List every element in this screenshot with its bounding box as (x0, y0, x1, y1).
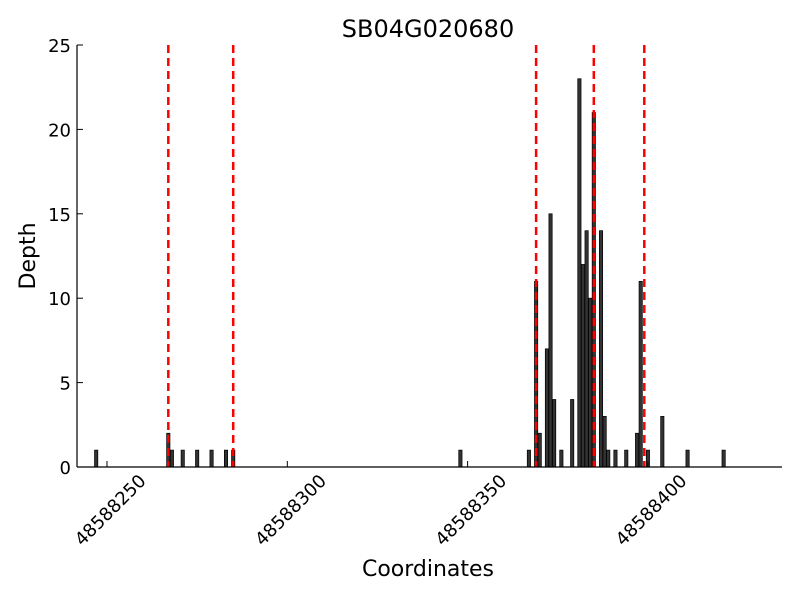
bar-6 (224, 449, 229, 468)
bar-22 (599, 230, 604, 468)
bar-24 (606, 449, 611, 468)
bar-4 (195, 449, 200, 468)
x-tick-label-1: 48588300 (251, 471, 331, 551)
bar-9 (526, 449, 531, 468)
axes: 0 5 10 15 20 25 48588250 48588300 48588350 485884… (48, 36, 782, 550)
bar-11 (537, 432, 542, 468)
bar-13 (548, 213, 553, 468)
marker-group (167, 45, 646, 467)
bar-32 (721, 449, 726, 468)
y-tick-label-0: 0 (60, 458, 71, 479)
bar-23 (602, 416, 607, 468)
y-tick-label-1: 5 (60, 374, 71, 395)
chart-title: SB04G020680 (342, 15, 514, 43)
bar-31 (685, 449, 690, 468)
y-tick-label-3: 15 (48, 205, 71, 226)
y-tick-label-4: 20 (48, 120, 71, 141)
y-tick-label-2: 10 (48, 289, 71, 310)
bar-12 (544, 348, 549, 468)
bar-16 (570, 399, 575, 468)
bar-26 (624, 449, 629, 468)
x-axis-label: Coordinates (362, 557, 494, 582)
bar-14 (552, 399, 557, 468)
bar-19 (584, 230, 589, 468)
bar-3 (180, 449, 185, 468)
y-tick-label-5: 25 (48, 36, 71, 57)
x-tick-label-3: 48588400 (612, 471, 692, 551)
bar-15 (559, 449, 564, 468)
bar-group (94, 78, 726, 468)
bar-20 (588, 297, 593, 468)
bar-30 (660, 416, 665, 468)
y-axis-label: Depth (16, 222, 41, 289)
bar-27 (635, 432, 640, 468)
bar-5 (209, 449, 214, 468)
bar-8 (458, 449, 463, 468)
bar-0 (94, 449, 99, 468)
bar-18 (580, 264, 585, 468)
bar-2 (169, 449, 174, 468)
bar-17 (577, 78, 582, 468)
x-tick-label-0: 48588250 (71, 471, 151, 551)
bar-28 (638, 280, 643, 468)
x-tick-label-2: 48588350 (431, 471, 511, 551)
bar-25 (613, 449, 618, 468)
